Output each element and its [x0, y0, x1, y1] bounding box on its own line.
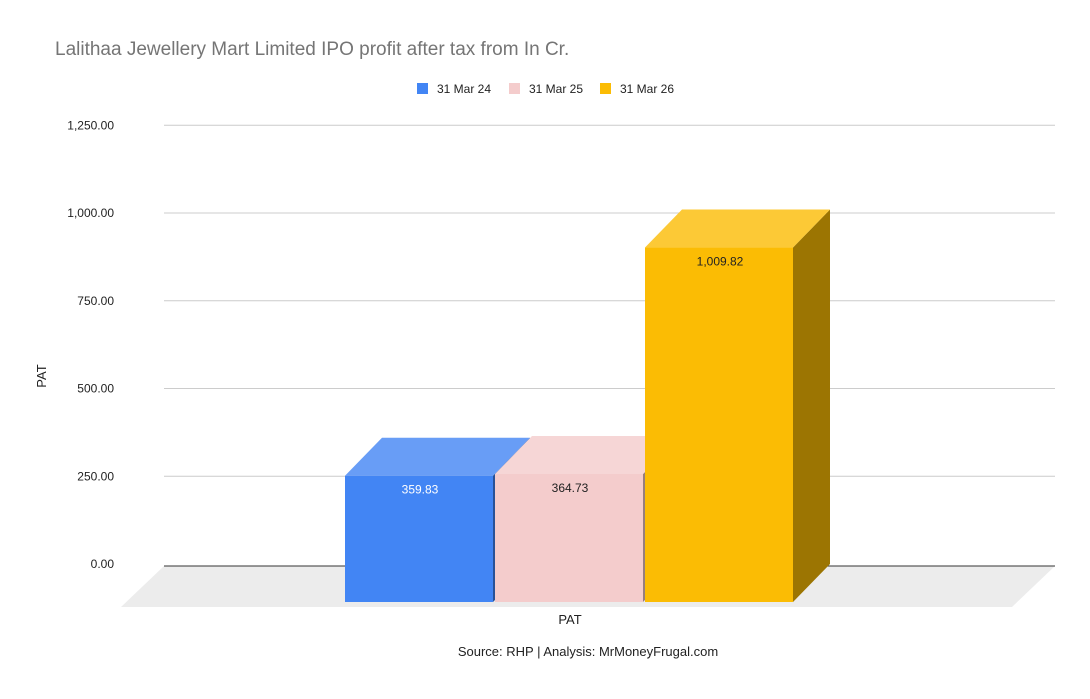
legend-label: 31 Mar 24 — [437, 82, 491, 96]
bar-front — [495, 473, 643, 602]
y-axis-ticks: 0.00 250.00 500.00 750.00 1,000.00 1,250.00 — [67, 118, 114, 571]
bar-top — [645, 209, 830, 248]
legend-swatch — [417, 83, 428, 94]
data-label: 364.73 — [552, 481, 589, 495]
bar: 1,009.82 — [645, 209, 830, 603]
legend-swatch — [600, 83, 611, 94]
y-tick-label: 0.00 — [91, 557, 115, 571]
data-label: 1,009.82 — [697, 255, 744, 269]
legend: 31 Mar 24 31 Mar 25 31 Mar 26 — [417, 82, 674, 96]
bars: 359.83 364.73 1,009.82 — [345, 209, 830, 603]
legend-swatch — [509, 83, 520, 94]
source-note: Source: RHP | Analysis: MrMoneyFrugal.co… — [458, 644, 718, 659]
bar-front — [345, 475, 493, 602]
bar-side — [793, 209, 830, 603]
y-tick-label: 250.00 — [77, 469, 114, 483]
y-tick-label: 750.00 — [77, 294, 114, 308]
gridlines — [164, 124, 1055, 477]
y-axis-label: PAT — [34, 364, 49, 387]
bar-top — [495, 435, 680, 474]
legend-label: 31 Mar 26 — [620, 82, 674, 96]
y-tick-label: 1,250.00 — [67, 118, 114, 132]
data-label: 359.83 — [402, 483, 439, 497]
bar-top — [345, 437, 530, 476]
bar-front — [645, 247, 793, 603]
y-tick-label: 1,000.00 — [67, 206, 114, 220]
chart-title: Lalithaa Jewellery Mart Limited IPO prof… — [55, 39, 569, 60]
x-axis-label: PAT — [558, 612, 581, 627]
legend-label: 31 Mar 25 — [529, 82, 583, 96]
y-tick-label: 500.00 — [77, 382, 114, 396]
